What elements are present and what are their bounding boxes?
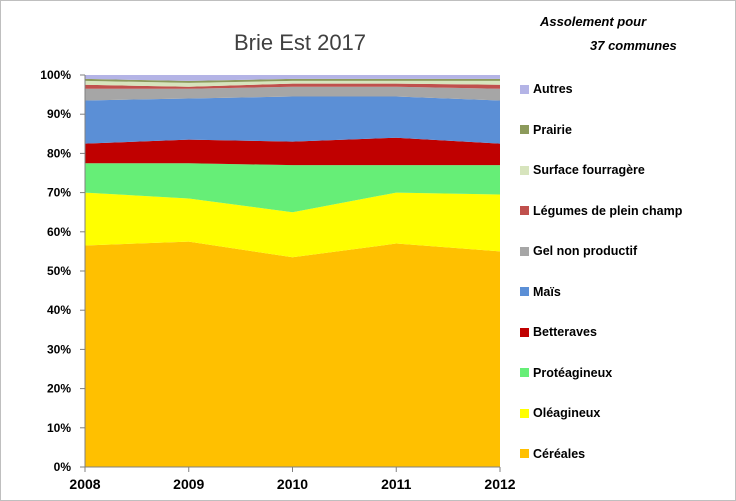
legend-item: Légumes de plein champ: [520, 202, 682, 220]
x-tick-label: 2010: [277, 476, 308, 492]
y-tick-label: 90%: [47, 107, 71, 121]
legend-swatch: [520, 368, 529, 377]
y-tick-label: 10%: [47, 421, 71, 435]
area-series-5: [85, 86, 500, 101]
x-axis: 2008 2009 2010 2011 2012: [69, 466, 516, 492]
area-layer: [85, 75, 500, 467]
area-series-9: [85, 75, 500, 81]
chart-subtitle-line1: Assolement pour: [540, 14, 647, 29]
legend-item: Betteraves: [520, 323, 597, 341]
legend-swatch: [520, 287, 529, 296]
legend-swatch: [520, 165, 529, 175]
y-tick-label: 50%: [47, 264, 71, 278]
y-axis: 0% 10% 20% 30% 40% 50% 60% 70% 80% 90% 100%: [40, 68, 86, 474]
legend-item: Prairie: [520, 121, 572, 139]
legend-swatch: [520, 449, 529, 458]
legend-swatch: [520, 125, 529, 134]
legend-label: Maïs: [533, 284, 561, 299]
area-series-2: [85, 163, 500, 213]
legend-label: Autres: [533, 82, 573, 96]
y-tick-label: 100%: [40, 68, 71, 82]
chart-subtitle-line2: 37 communes: [590, 38, 677, 53]
area-series-7: [85, 80, 500, 87]
legend-item: Protéagineux: [520, 364, 612, 382]
y-tick-label: 40%: [47, 303, 71, 317]
y-tick-label: 70%: [47, 186, 71, 200]
y-tick-label: 80%: [47, 146, 71, 160]
chart-title: Brie Est 2017: [233, 30, 367, 55]
legend-label: Protéagineux: [533, 365, 613, 380]
legend-label: Oléagineux: [533, 406, 601, 420]
x-tick-label: 2012: [484, 476, 515, 492]
legend-swatch: [520, 408, 529, 418]
y-tick-label: 0%: [54, 460, 72, 474]
area-series-6: [85, 83, 500, 89]
legend-swatch: [520, 84, 529, 94]
area-series-8: [85, 78, 500, 83]
legend-item: Autres: [520, 80, 573, 98]
area-series-0: [85, 241, 500, 467]
area-series-3: [85, 137, 500, 166]
legend-item: Oléagineux: [520, 404, 600, 422]
x-tick-label: 2011: [381, 476, 412, 492]
y-tick-label: 30%: [47, 342, 71, 356]
legend-label: Légumes de plein champ: [533, 203, 683, 218]
legend-item: Céréales: [520, 445, 585, 463]
y-tick-label: 20%: [47, 382, 71, 396]
legend-swatch: [520, 206, 529, 215]
legend-label: Gel non productif: [533, 244, 638, 258]
legend-item: Maïs: [520, 283, 561, 301]
y-tick-label: 60%: [47, 225, 71, 239]
legend-swatch: [520, 246, 529, 256]
legend-item: Gel non productif: [520, 242, 637, 260]
legend-item: Surface fourragère: [520, 161, 645, 179]
legend-label: Prairie: [533, 122, 572, 137]
x-tick-label: 2009: [173, 476, 204, 492]
legend-label: Betteraves: [533, 325, 597, 339]
legend-label: Céréales: [533, 446, 586, 461]
legend-swatch: [520, 327, 529, 337]
area-series-4: [85, 96, 500, 144]
area-series-1: [85, 192, 500, 258]
x-tick-label: 2008: [69, 476, 100, 492]
legend-label: Surface fourragère: [533, 163, 645, 177]
